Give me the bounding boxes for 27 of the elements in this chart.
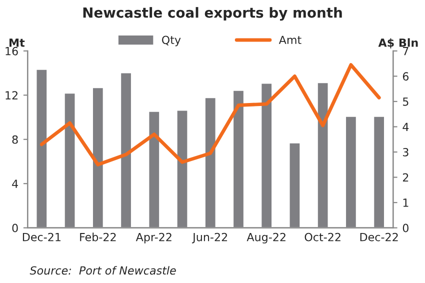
y2-tick-label: 6	[402, 72, 409, 81]
x-tick-label: Oct-22	[304, 232, 340, 242]
y2-tick-label: 4	[402, 122, 409, 131]
y2-tick-label: 1	[403, 198, 408, 207]
x-tick-label: Jun-22	[192, 232, 228, 244]
legend-label: Qty	[162, 36, 181, 46]
x-tick-label: Dec-22	[360, 232, 398, 242]
chart-title: Newcastle coal exports by month	[83, 7, 342, 21]
y-tick-label: 12	[6, 91, 18, 100]
y-axis-title: Mt	[10, 38, 25, 47]
x-tick-label: Aug-22	[246, 232, 286, 244]
line-series	[40, 63, 381, 166]
y-tick-label: 8	[12, 135, 18, 144]
legend-label: Amt	[278, 36, 302, 44]
y2-tick-label: 0	[402, 224, 408, 232]
x-tick-label: Apr-22	[136, 232, 172, 244]
y-tick-label: 0	[12, 224, 18, 232]
x-tick-label: Feb-22	[80, 232, 116, 242]
y-tick-label: 4	[12, 180, 18, 188]
source-note: Source: Port of Newcastle	[30, 266, 176, 275]
y2-tick-label: 2	[402, 173, 408, 182]
y2-axis-title: A$ Bln	[378, 38, 418, 48]
y2-tick-label: 3	[403, 148, 408, 156]
y-tick-label: 16	[6, 46, 18, 56]
y2-tick-label: 5	[403, 98, 408, 106]
y2-tick-label: 7	[403, 47, 408, 56]
x-tick-label: Dec-21	[22, 232, 60, 242]
